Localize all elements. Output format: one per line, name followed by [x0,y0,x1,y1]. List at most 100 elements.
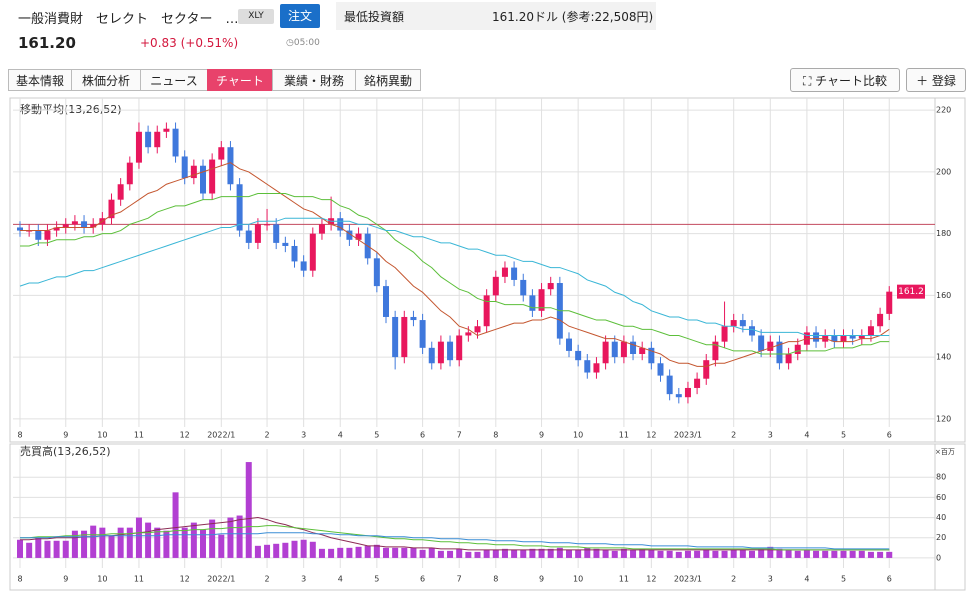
candle-body [218,147,225,160]
volume-bar [227,517,234,558]
x-tick-label: 9 [539,575,544,584]
volume-bar [44,540,51,558]
volume-bar [373,544,380,558]
candle-body [355,233,362,240]
volume-bar [648,549,655,558]
x-tick-label: 2022/1 [207,575,235,584]
candle-body [630,341,637,355]
candle-body [126,162,133,185]
volume-bar [501,548,508,558]
label: 登録 [931,74,956,88]
x-tick-label: 2023/1 [674,575,702,584]
candle-body [666,375,673,395]
x-tick-label: 12 [180,431,190,440]
volume-bar [355,546,362,558]
candle-body [245,230,252,243]
volume-bar [163,530,170,558]
candle-body [822,335,829,342]
volume-bar [602,549,609,558]
volume-bar [703,549,710,558]
x-tick-label: 4 [804,431,809,440]
candle-body [337,218,344,231]
candle-body [648,347,655,364]
candle-body [236,184,243,231]
tab[interactable]: 株価分析 [71,69,141,91]
volume-bar [694,550,701,558]
volume-bar [877,551,884,558]
x-tick-label: 10 [573,575,583,584]
x-tick-label: 10 [97,575,107,584]
candle-body [511,267,518,280]
tab[interactable]: 基本情報 [8,69,72,91]
volume-bar [291,540,298,558]
volume-bar [35,537,42,558]
tab[interactable]: チャート [207,69,273,91]
compare-button[interactable]: ⛶ チャート比較 [790,68,900,92]
x-tick-label: 11 [619,431,629,440]
candle-body [803,332,810,345]
volume-bar [337,547,344,558]
volume-bar [401,547,408,558]
candle-body [611,341,618,358]
volume-bar [538,548,545,558]
volume-bar [154,527,161,558]
tab[interactable]: 業績・財務 [272,69,356,91]
candle-body [831,335,838,342]
x-tick-label: 12 [646,431,656,440]
candle-body [291,245,298,262]
candle-body [639,347,646,355]
register-button[interactable]: ＋ 登録 [906,68,966,92]
moving-average [20,162,890,367]
candle-body [529,295,536,311]
volume-bar [90,525,97,558]
volume-bar [520,549,527,558]
tab[interactable]: 銘柄異動 [355,69,421,91]
volume-bar [813,550,820,558]
candle-body [318,224,325,234]
volume-bar [721,550,728,558]
candle-body [328,218,335,225]
x-tick-label: 2 [731,431,736,440]
volume-bar [492,549,499,558]
order-button[interactable]: 注文 [280,4,320,28]
volume-bar [172,492,179,558]
candle-body [26,230,33,232]
candle-body [712,341,719,361]
candle-body [108,199,115,219]
volume-bar [566,549,572,558]
volume-bar [794,550,801,558]
candle-body [465,332,472,336]
investment-box [336,2,656,30]
candle-body [401,316,408,358]
last-price-box [897,284,925,299]
candle-body [181,156,188,179]
x-tick-label: 8 [493,431,498,440]
candle-body [566,338,572,351]
volume-bar [630,549,637,558]
y-tick-label: 20 [936,533,946,542]
candle-body [154,131,161,148]
candle-body [456,335,463,361]
volume-bar [849,550,856,558]
volume-bar [300,539,307,558]
volume-bar [282,542,289,558]
volume-bar [447,550,454,558]
candle-body [447,341,454,361]
volume-bar [126,527,133,558]
volume-bar [867,551,874,558]
candle-body [99,218,106,225]
volume-bar [419,549,426,558]
candle-body [730,320,737,327]
volume-bar [712,550,719,558]
pane-title: 移動平均(13,26,52) [20,102,122,116]
volume-bar [218,534,225,558]
x-tick-label: 4 [338,575,343,584]
candle-body [593,363,600,373]
volume-bar [803,549,810,558]
volume-bar [483,549,490,558]
price: 161.20 [18,34,76,52]
tab[interactable]: ニュース [140,69,208,91]
candle-body [392,316,399,358]
x-tick-label: 11 [134,431,144,440]
